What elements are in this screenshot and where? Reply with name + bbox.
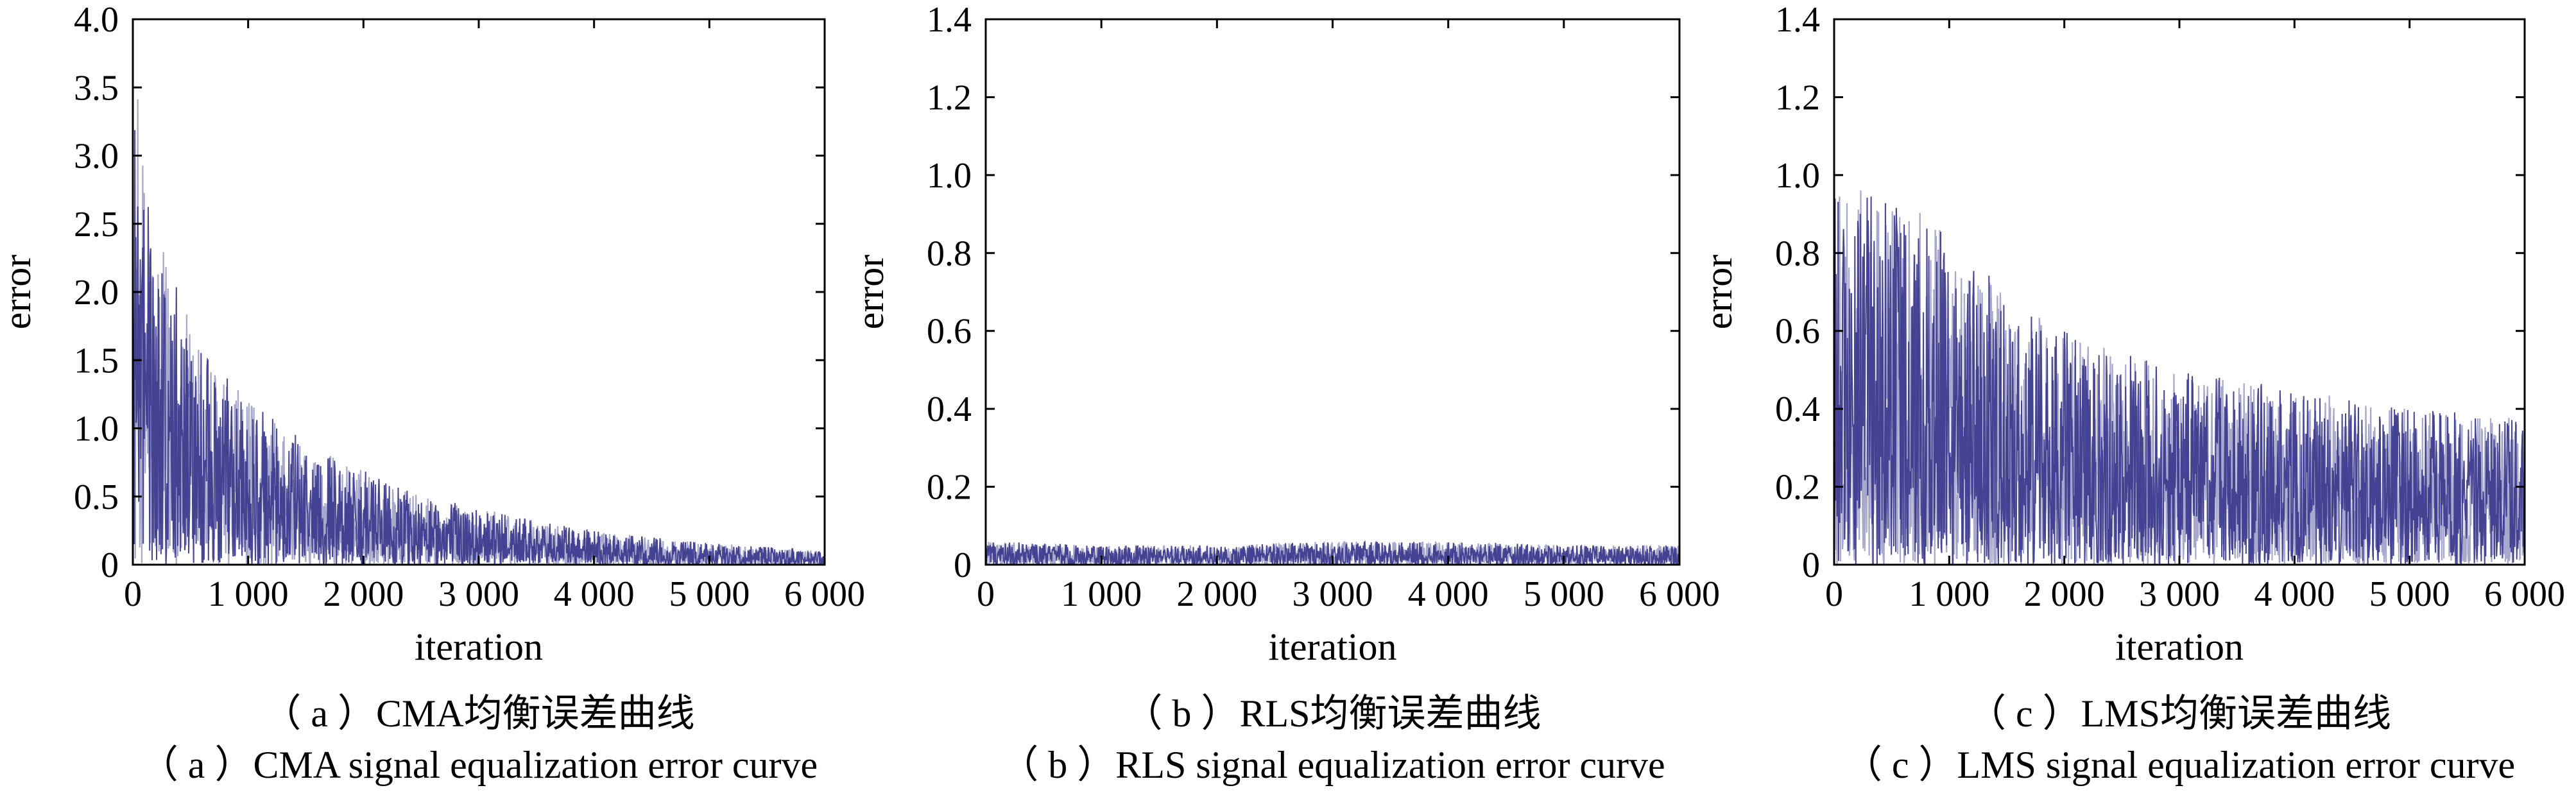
y-axis-label: error	[0, 255, 39, 330]
x-tick-label: 4 000	[554, 574, 635, 614]
y-tick-label: 1.4	[1775, 0, 1820, 40]
y-axis-label: error	[849, 255, 891, 330]
y-tick-label: 1.5	[74, 341, 119, 381]
x-tick-label: 2 000	[1176, 574, 1257, 614]
chart-panel-2: 0 1 000 2 000 3 000 4 000 5 000 6 000 0 0.2 0.4 0.…	[849, 0, 1720, 786]
x-tick-label: 5 000	[2369, 574, 2450, 614]
x-tick-label: 4 000	[1408, 574, 1489, 614]
x-tick-label: 1 000	[1909, 574, 1989, 614]
y-tick-label: 0.8	[927, 234, 972, 273]
caption-english: （ a ）CMA signal equalization error curve	[140, 744, 818, 786]
y-tick-label: 0.5	[74, 477, 119, 517]
caption-english: （ c ）LMS signal equalization error curve	[1844, 744, 2515, 786]
y-tick-label: 1.4	[927, 0, 972, 40]
x-tick-label: 6 000	[784, 574, 865, 614]
caption-english: （ b ）RLS signal equalization error curve	[1000, 744, 1665, 786]
y-tick-label: 0.6	[1775, 312, 1820, 352]
x-tick-label: 0	[977, 574, 995, 614]
y-tick-label: 0.6	[927, 312, 972, 352]
y-tick-label: 1.0	[1775, 156, 1820, 196]
x-tick-label: 1 000	[208, 574, 289, 614]
caption-chinese: （ c ）LMS均衡误差曲线	[1968, 692, 2391, 735]
y-axis-label: error	[1697, 255, 1740, 330]
x-tick-label: 5 000	[669, 574, 750, 614]
x-tick-label: 1 000	[1061, 574, 1142, 614]
y-tick-label: 3.0	[74, 137, 119, 176]
error-series-trace-2	[133, 130, 825, 565]
x-tick-label: 0	[124, 574, 142, 614]
x-axis-label: iteration	[2115, 626, 2244, 668]
caption-chinese: （ a ）CMA均衡误差曲线	[262, 692, 694, 735]
y-tick-label: 0.4	[1775, 390, 1820, 429]
chart-panel-3: 0 1 000 2 000 3 000 4 000 5 000 6 000 0 0.2 0.4 0.…	[1697, 0, 2565, 786]
y-tick-label: 2.5	[74, 205, 119, 244]
y-tick-label: 4.0	[74, 0, 119, 40]
y-tick-label: 1.0	[927, 156, 972, 196]
y-tick-label: 0.8	[1775, 234, 1820, 273]
x-tick-label: 6 000	[1639, 574, 1720, 614]
y-tick-label: 0.2	[927, 468, 972, 508]
x-tick-label: 4 000	[2254, 574, 2335, 614]
x-tick-label: 0	[1825, 574, 1843, 614]
plot-frame	[984, 18, 1681, 566]
y-tick-label: 1.2	[1775, 78, 1820, 117]
y-tick-label: 0.4	[927, 390, 972, 429]
x-tick-label: 3 000	[438, 574, 519, 614]
x-tick-label: 2 000	[323, 574, 404, 614]
chart-panel-1: 0 1 000 2 000 3 000 4 000 5 000 6 000 0 0.5 1.0 1.…	[0, 0, 865, 786]
caption-chinese: （ b ）RLS均衡误差曲线	[1124, 692, 1541, 735]
x-tick-label: 6 000	[2484, 574, 2565, 614]
x-tick-label: 2 000	[2024, 574, 2105, 614]
y-tick-label: 0	[954, 545, 972, 585]
x-tick-label: 3 000	[1292, 574, 1373, 614]
x-tick-label: 5 000	[1524, 574, 1604, 614]
y-tick-label: 2.0	[74, 273, 119, 313]
x-axis-label: iteration	[415, 626, 543, 668]
y-tick-label: 0.2	[1775, 468, 1820, 508]
x-tick-label: 3 000	[2139, 574, 2220, 614]
y-tick-label: 3.5	[74, 68, 119, 108]
y-tick-label: 1.2	[927, 78, 972, 117]
y-tick-label: 0	[1802, 545, 1820, 585]
y-tick-label: 0	[101, 545, 119, 585]
y-tick-label: 1.0	[74, 409, 119, 449]
x-axis-label: iteration	[1269, 626, 1397, 668]
